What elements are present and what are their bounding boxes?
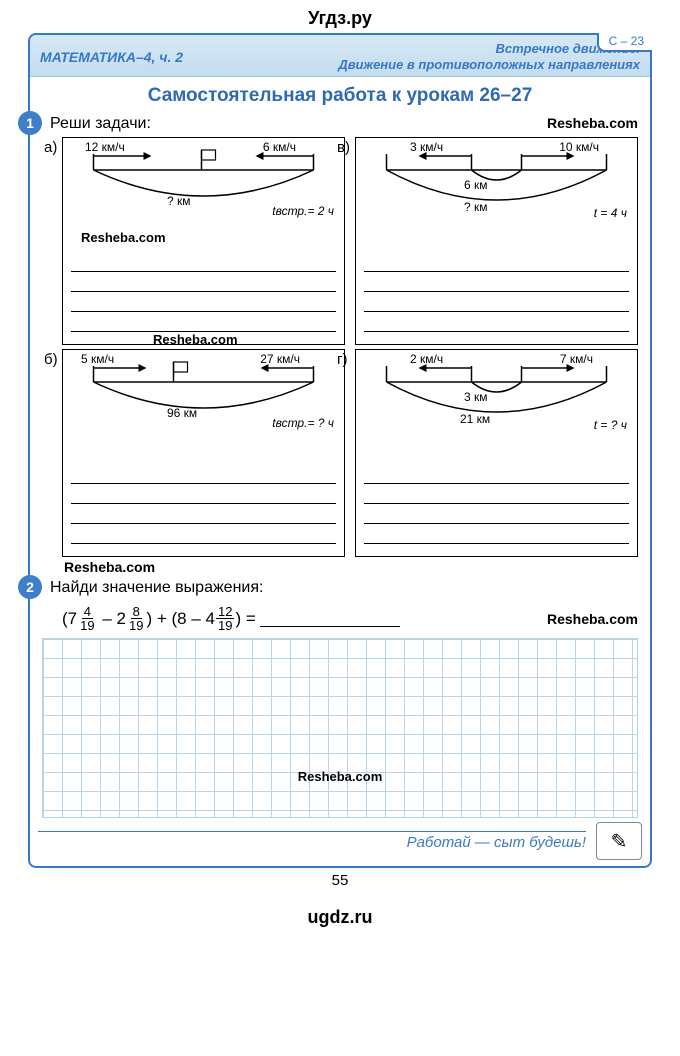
watermark-mid: Resheba.com	[153, 332, 238, 347]
proverb-text: Работай — сыт будешь!	[38, 831, 586, 851]
diagram-g-svg	[364, 356, 629, 434]
task2-row: 2 Найди значение выражения:	[30, 575, 638, 599]
watermark-a: Resheba.com	[81, 230, 166, 245]
topic-line2: Движение в противоположных направлениях	[338, 57, 640, 73]
expr-minus1: –	[98, 609, 117, 629]
a-v2: 6 км/ч	[263, 140, 296, 154]
expr-blank[interactable]	[260, 611, 400, 627]
v-gap: 6 км	[464, 178, 488, 192]
problem-v-label: в)	[337, 139, 350, 156]
task2-text: Найди значение выражения:	[50, 579, 263, 597]
problem-b: б) Resheba.com	[62, 349, 345, 557]
a-t: tвстр.= 2 ч	[272, 204, 334, 218]
b-lines[interactable]	[71, 464, 336, 544]
expr-frac4: 1219	[216, 605, 234, 632]
b-v2: 27 км/ч	[260, 352, 300, 366]
problem-v: в) 3 км/ч	[355, 137, 638, 345]
expr-frac2: 819	[127, 605, 145, 632]
watermark-top: Угдз.ру	[0, 0, 680, 33]
g-lines[interactable]	[364, 464, 629, 544]
problem-g-label: г)	[337, 351, 347, 368]
problem-a-label: а)	[44, 139, 57, 156]
expr-w2: 2	[117, 609, 126, 629]
expr-mid: ) + (	[146, 609, 177, 629]
b-dist: 96 км	[167, 406, 197, 420]
problems-grid: а)	[62, 137, 638, 557]
expr-w1: 7	[68, 609, 77, 629]
subject-label: МАТЕМАТИКА–4, ч. 2	[40, 49, 183, 65]
expr-minus2: –	[187, 609, 206, 629]
problem-a-box: 12 км/ч 6 км/ч ? км tвстр.= 2 ч Resheba.…	[62, 137, 345, 345]
watermark-below-problems: Resheba.com	[64, 559, 650, 575]
v-t: t = 4 ч	[594, 206, 627, 220]
task2-number: 2	[18, 575, 42, 599]
watermark-task2: Resheba.com	[547, 611, 638, 627]
diagram-v-svg	[364, 144, 629, 222]
watermark-task1: Resheba.com	[547, 115, 638, 131]
a-lines[interactable]	[71, 252, 336, 332]
page-frame: С – 23 МАТЕМАТИКА–4, ч. 2 Встречное движ…	[28, 33, 652, 868]
corner-label: С – 23	[597, 33, 652, 52]
v-v2: 10 км/ч	[559, 140, 599, 154]
work-grid[interactable]: Resheba.com	[42, 638, 638, 818]
problem-b-label: б)	[44, 351, 58, 368]
main-title: Самостоятельная работа к урокам 26–27	[30, 85, 650, 107]
task1-number: 1	[18, 111, 42, 135]
expr-close: ) =	[235, 609, 255, 629]
header-band: МАТЕМАТИКА–4, ч. 2 Встречное движение. Д…	[30, 35, 650, 77]
v-v1: 3 км/ч	[410, 140, 443, 154]
watermark-grid: Resheba.com	[298, 769, 383, 784]
b-v1: 5 км/ч	[81, 352, 114, 366]
page-number: 55	[0, 872, 680, 889]
task1-row: 1 Реши задачи: Resheba.com	[30, 111, 638, 135]
problem-a: а)	[62, 137, 345, 345]
diagram-g: 2 км/ч 7 км/ч 3 км 21 км t = ? ч	[364, 356, 629, 434]
topic-line1: Встречное движение.	[338, 41, 640, 57]
v-lines[interactable]	[364, 252, 629, 332]
a-v1: 12 км/ч	[85, 140, 125, 154]
diagram-a: 12 км/ч 6 км/ч ? км tвстр.= 2 ч	[71, 144, 336, 222]
expr-w4: 4	[206, 609, 215, 629]
b-t: tвстр.= ? ч	[272, 416, 334, 430]
expr-w3: 8	[177, 609, 186, 629]
expr-frac1: 419	[78, 605, 96, 632]
watermark-bottom: ugdz.ru	[0, 907, 680, 928]
task1-text: Реши задачи:	[50, 115, 151, 133]
g-gap: 3 км	[464, 390, 488, 404]
problem-b-box: Resheba.com 5 км/ч	[62, 349, 345, 557]
footer-row: Работай — сыт будешь! ✎	[38, 822, 642, 860]
diagram-v: 3 км/ч 10 км/ч 6 км ? км t = 4 ч	[364, 144, 629, 222]
v-dist: ? км	[464, 200, 488, 214]
topic-label: Встречное движение. Движение в противопо…	[338, 41, 640, 72]
expression-row: ( 7 419 – 2 819 ) + ( 8 – 4 1219 ) = Res…	[62, 605, 638, 632]
g-dist: 21 км	[460, 412, 490, 426]
problem-v-box: 3 км/ч 10 км/ч 6 км ? км t = 4 ч	[355, 137, 638, 345]
a-dist: ? км	[167, 194, 191, 208]
g-t: t = ? ч	[594, 418, 627, 432]
problem-g-box: 2 км/ч 7 км/ч 3 км 21 км t = ? ч	[355, 349, 638, 557]
footer-icon: ✎	[596, 822, 642, 860]
problem-g: г) 2 км/ч	[355, 349, 638, 557]
g-v1: 2 км/ч	[410, 352, 443, 366]
diagram-b: 5 км/ч 27 км/ч 96 км tвстр.= ? ч	[71, 356, 336, 434]
g-v2: 7 км/ч	[560, 352, 593, 366]
